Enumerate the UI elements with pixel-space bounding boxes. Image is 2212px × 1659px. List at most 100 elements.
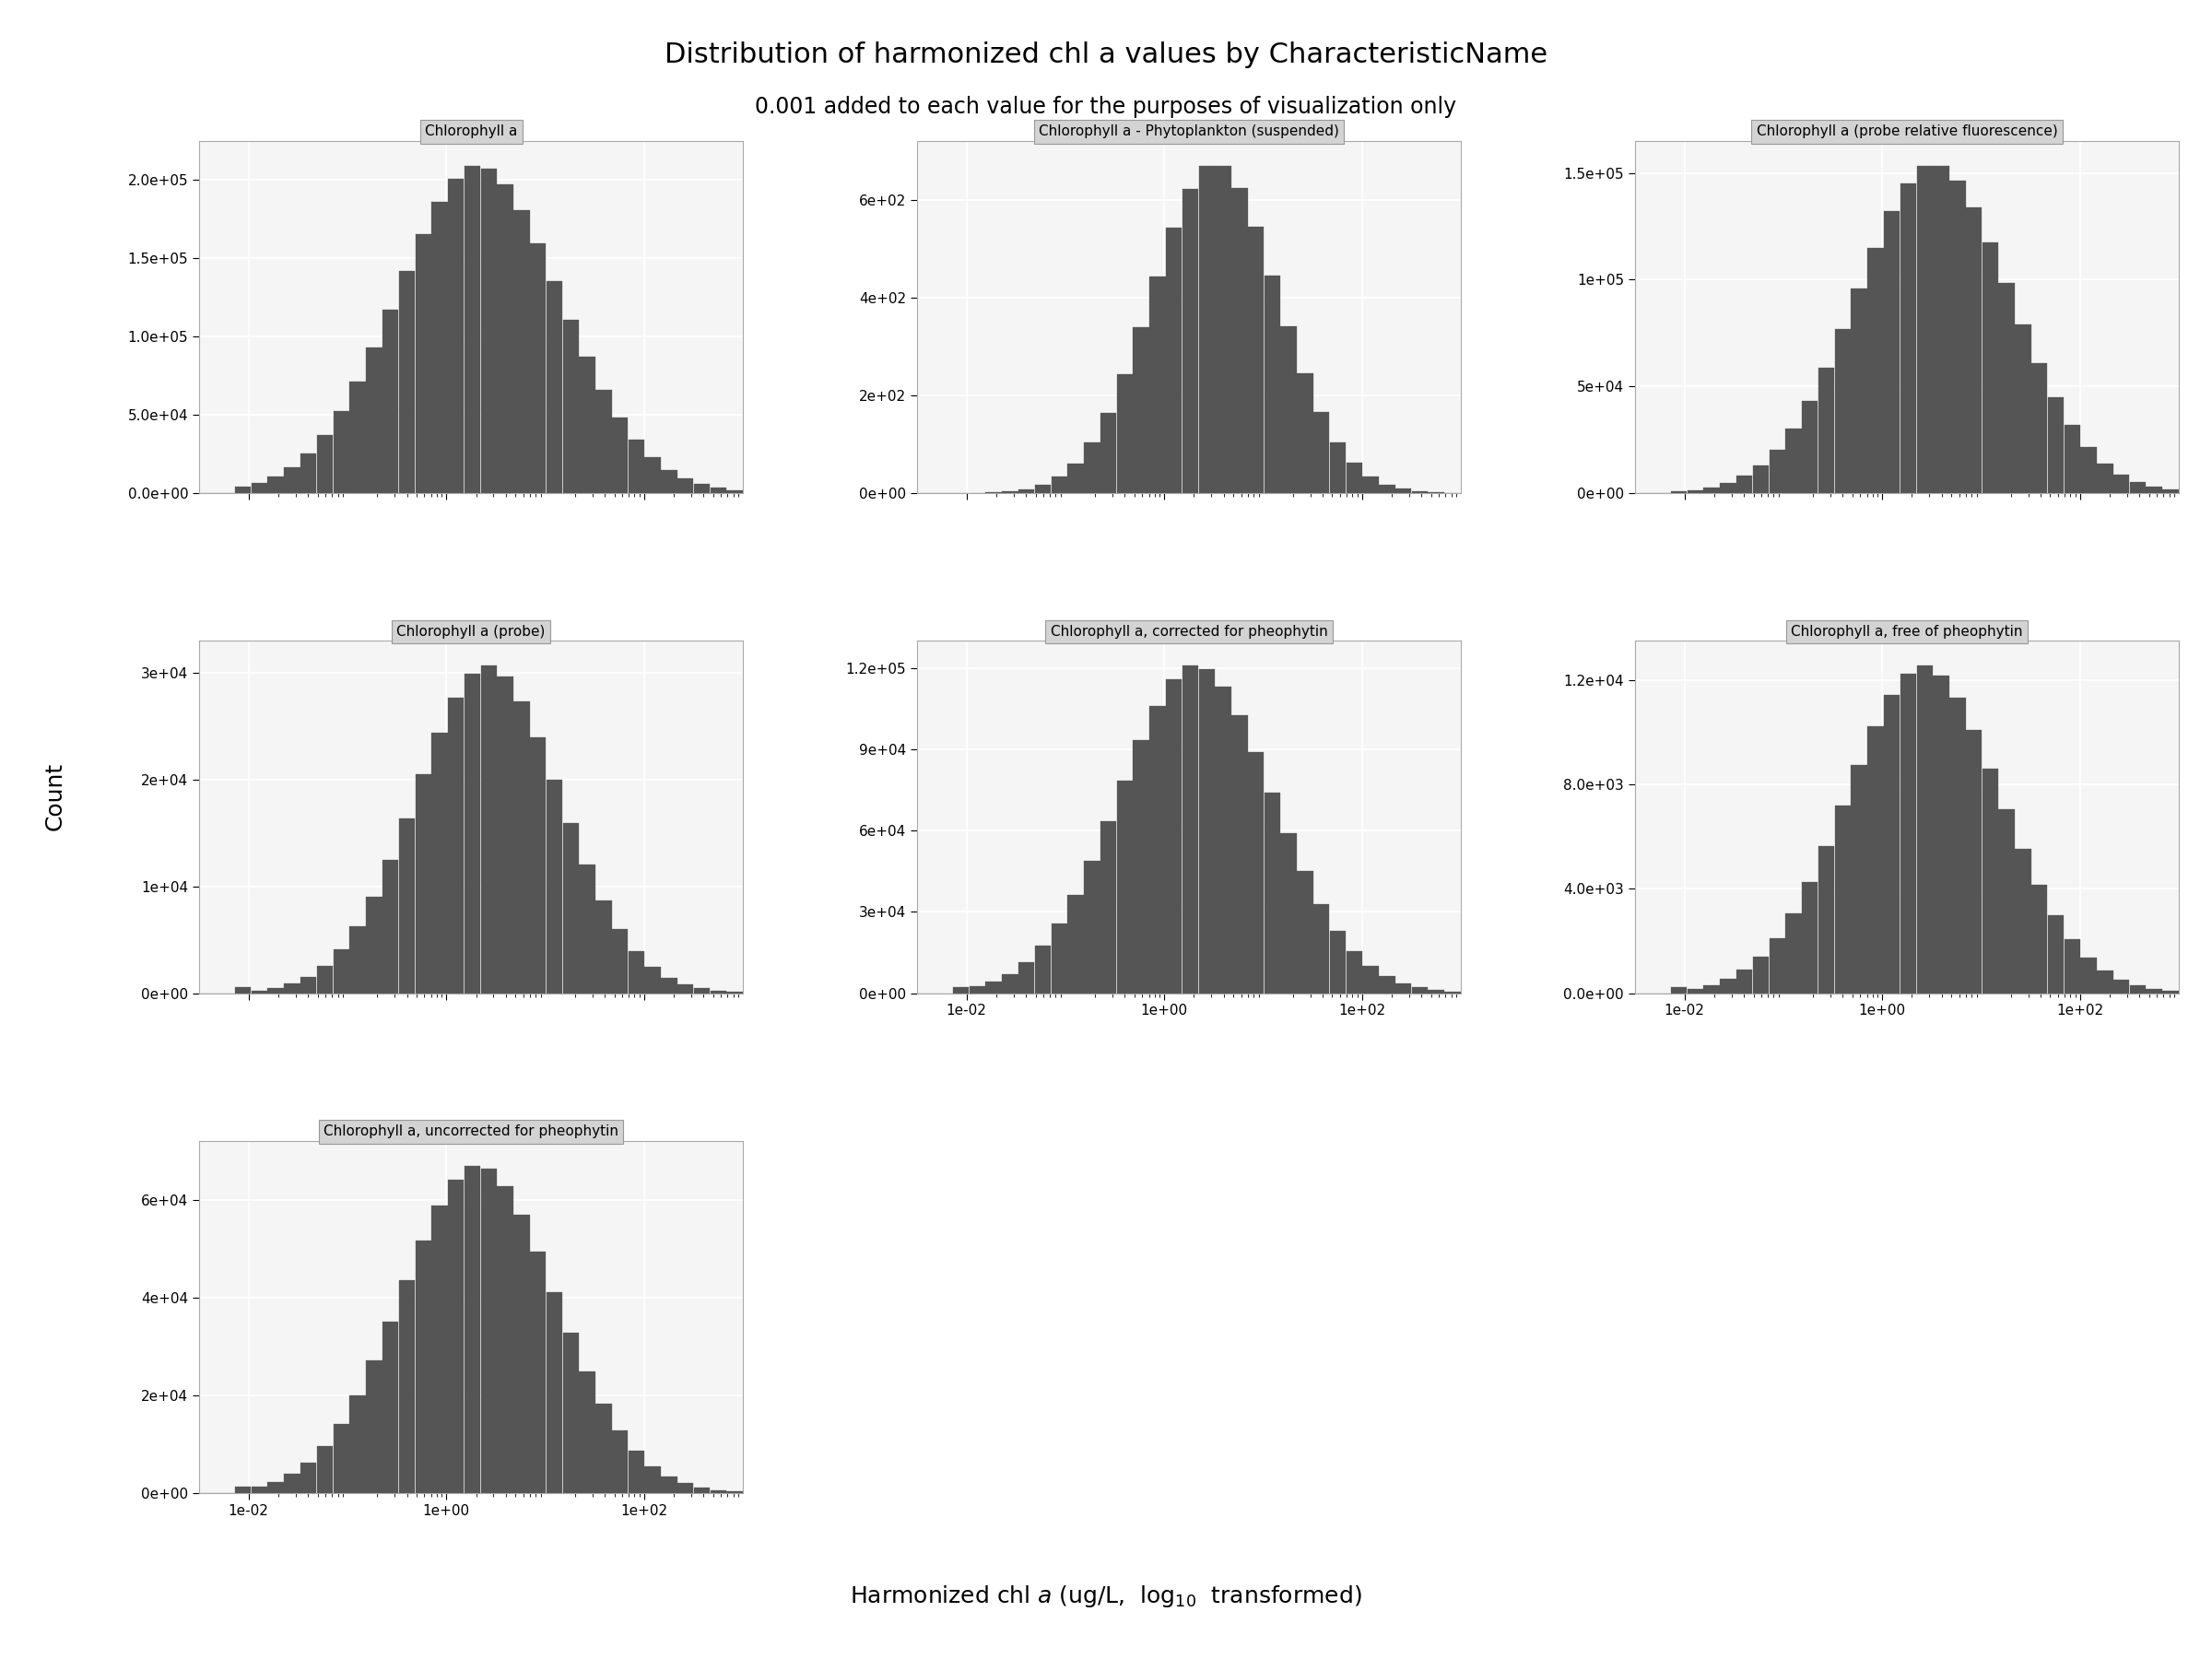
Bar [677, 984, 695, 994]
Bar [1265, 275, 1281, 493]
Bar [268, 476, 283, 493]
Bar [2097, 463, 2112, 493]
Bar [546, 1292, 562, 1493]
Title: Chlorophyll a (probe): Chlorophyll a (probe) [396, 625, 546, 639]
Bar [398, 270, 416, 493]
Bar [562, 320, 580, 493]
Bar [498, 677, 513, 994]
Bar [1150, 705, 1166, 994]
Bar [365, 1360, 383, 1493]
Bar [1885, 211, 1900, 493]
Bar [513, 209, 529, 493]
Bar [480, 169, 498, 493]
Bar [661, 1477, 677, 1493]
Bar [480, 1170, 498, 1493]
Bar [1051, 924, 1066, 994]
Bar [1885, 695, 1900, 994]
Bar [1051, 476, 1066, 493]
Bar [1851, 765, 1867, 994]
Bar [1752, 957, 1770, 994]
Title: Chlorophyll a (probe relative fluorescence): Chlorophyll a (probe relative fluorescen… [1756, 124, 2057, 139]
Bar [398, 1281, 416, 1493]
Bar [726, 491, 743, 493]
Bar [334, 949, 349, 994]
Bar [301, 1462, 316, 1493]
Bar [1803, 401, 1818, 493]
Bar [416, 1241, 431, 1493]
Bar [431, 202, 447, 493]
Bar [1248, 227, 1263, 493]
Bar [2146, 486, 2161, 493]
Bar [1867, 727, 1885, 994]
Bar [546, 280, 562, 493]
Bar [2015, 849, 2031, 994]
Bar [1099, 821, 1117, 994]
Bar [1232, 715, 1248, 994]
Bar [1867, 247, 1885, 493]
Bar [677, 1483, 695, 1493]
Bar [449, 179, 465, 493]
Bar [349, 926, 365, 994]
Bar [349, 1395, 365, 1493]
Bar [710, 990, 726, 994]
Bar [2112, 474, 2130, 493]
Bar [1018, 489, 1035, 493]
Bar [1736, 971, 1752, 994]
Bar [234, 486, 250, 493]
Bar [644, 458, 661, 493]
Bar [416, 775, 431, 994]
Bar [465, 166, 480, 493]
Bar [628, 440, 644, 493]
Bar [531, 738, 546, 994]
Text: 0.001 added to each value for the purposes of visualization only: 0.001 added to each value for the purpos… [754, 96, 1458, 118]
Bar [1248, 752, 1263, 994]
Bar [431, 733, 447, 994]
Bar [1411, 491, 1427, 493]
Bar [2112, 979, 2130, 994]
Bar [1181, 189, 1199, 493]
Bar [613, 1430, 628, 1493]
Bar [1329, 441, 1345, 493]
Bar [1378, 977, 1396, 994]
Bar [531, 1253, 546, 1493]
Bar [252, 1486, 268, 1493]
Bar [480, 665, 498, 994]
Bar [987, 982, 1002, 994]
Bar [449, 698, 465, 994]
Bar [1166, 680, 1181, 994]
Bar [628, 1452, 644, 1493]
Bar [1670, 987, 1688, 994]
Bar [2130, 483, 2146, 493]
Bar [1752, 465, 1770, 493]
Bar [2163, 990, 2179, 994]
Bar [1949, 181, 1966, 493]
Bar [1099, 413, 1117, 493]
Bar [1117, 375, 1133, 493]
Bar [1035, 946, 1051, 994]
Bar [580, 1370, 595, 1493]
Bar [695, 1488, 710, 1493]
Bar [1214, 166, 1232, 493]
Bar [2146, 989, 2161, 994]
Bar [1916, 166, 1933, 493]
Bar [695, 989, 710, 994]
Bar [268, 1481, 283, 1493]
Bar [1396, 984, 1411, 994]
Bar [1314, 904, 1329, 994]
Bar [644, 1467, 661, 1493]
Bar [334, 1423, 349, 1493]
Bar [1785, 914, 1801, 994]
Bar [1363, 966, 1378, 994]
Bar [595, 390, 611, 493]
Bar [1117, 780, 1133, 994]
Bar [1703, 985, 1719, 994]
Bar [1818, 846, 1834, 994]
Bar [2048, 916, 2064, 994]
Bar [334, 411, 349, 493]
Bar [383, 310, 398, 493]
Bar [1933, 166, 1949, 493]
Bar [301, 453, 316, 493]
Bar [1966, 207, 1982, 493]
Bar [465, 1166, 480, 1493]
Bar [349, 382, 365, 493]
